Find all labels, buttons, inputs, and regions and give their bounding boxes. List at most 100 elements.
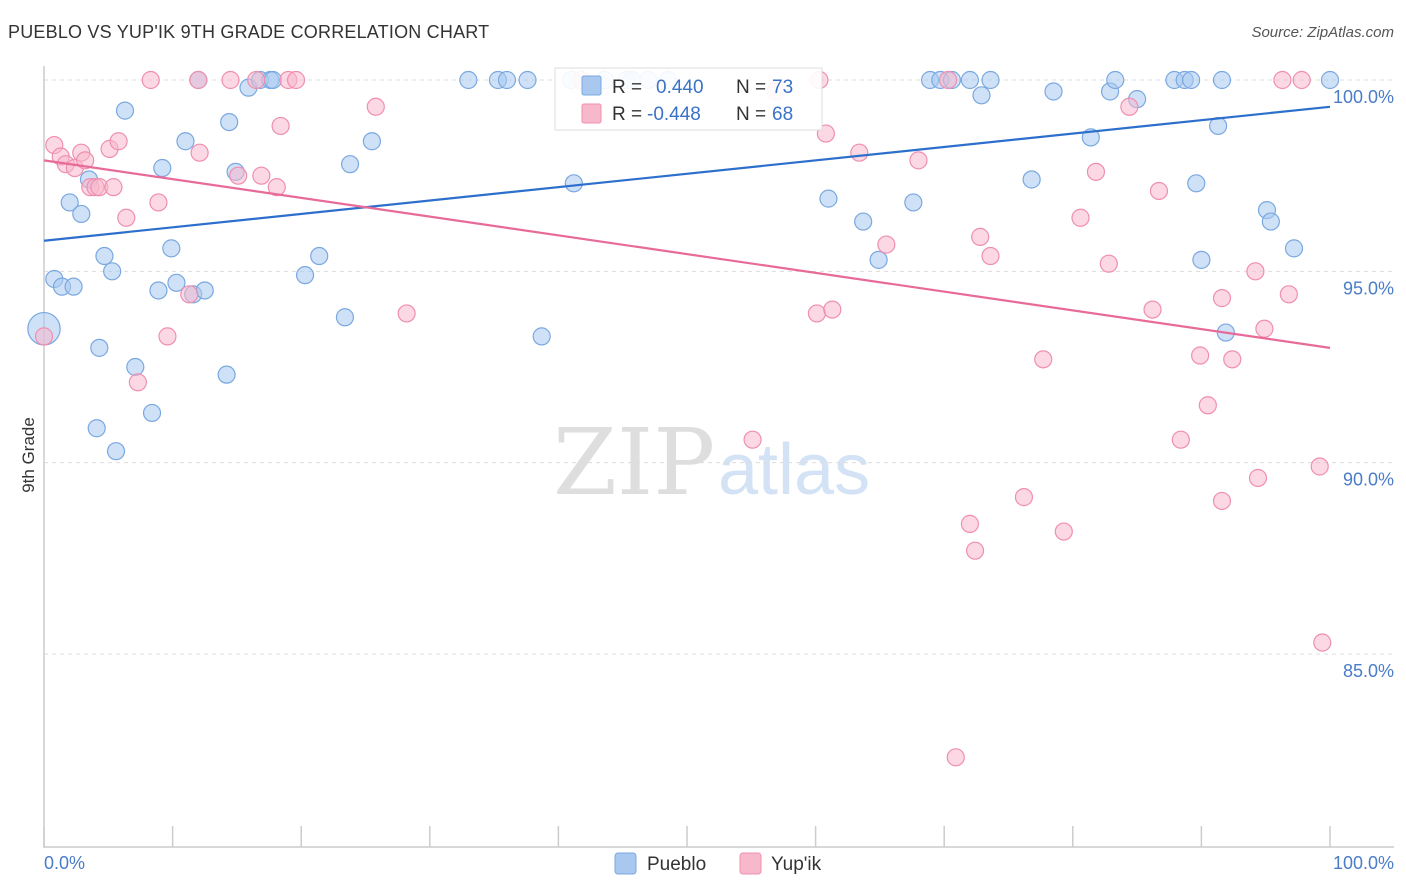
series-legend-label-pueblo: Pueblo (647, 854, 706, 875)
yupik-point (286, 70, 306, 90)
pueblo-point (90, 338, 109, 357)
pueblo-point (904, 193, 923, 212)
yupik-point (229, 166, 248, 185)
x-tick-label-right: 100.0% (1333, 853, 1394, 873)
yupik-point (1223, 350, 1242, 369)
yupik-point (247, 70, 266, 90)
pueblo-point (518, 70, 537, 90)
yupik-point (76, 151, 95, 170)
watermark-atlas: atlas (718, 430, 870, 510)
yupik-point (189, 70, 208, 90)
yupik-point (850, 143, 869, 162)
pueblo-point (310, 246, 329, 266)
yupik-point (128, 373, 147, 392)
pueblo-point (1187, 174, 1206, 193)
pueblo-point (1182, 70, 1201, 90)
pueblo-point (459, 70, 478, 90)
yupik-point (1034, 350, 1053, 369)
yupik-point (1310, 457, 1329, 476)
pueblo-point (126, 357, 145, 377)
yupik-point (117, 208, 136, 227)
pueblo-point (335, 308, 355, 327)
pueblo-point (362, 132, 382, 151)
yupik-point (252, 166, 271, 185)
legend-n-label-yupik: N = (736, 104, 766, 125)
pueblo-point (72, 204, 91, 224)
yupik-point (1198, 396, 1217, 415)
yupik-point (965, 541, 985, 560)
legend-r-value-pueblo: 0.440 (656, 77, 704, 98)
y-tick-labels: 100.0% 95.0% 90.0% 85.0% (1333, 87, 1394, 681)
yupik-point (271, 116, 290, 136)
pueblo-point (103, 262, 122, 281)
pueblo-point (1212, 70, 1232, 90)
yupik-point (1014, 488, 1034, 507)
yupik-point (109, 132, 128, 151)
legend-r-label-yupik: R = (612, 104, 642, 125)
pueblo-point (1284, 239, 1304, 258)
pueblo-point (95, 246, 114, 266)
yupik-point (149, 193, 168, 212)
pueblo-point (1022, 170, 1041, 189)
axes (43, 66, 1394, 848)
yupik-point (1149, 181, 1169, 201)
series-legend-swatch-pueblo (614, 852, 637, 875)
yupik-point (981, 246, 1000, 266)
legend-n-value-yupik: 68 (772, 104, 793, 125)
yupik-point (1143, 300, 1162, 319)
x-tick-label-left: 0.0% (44, 853, 85, 873)
yupik-point (909, 151, 928, 170)
legend-swatch-pueblo (581, 75, 602, 96)
yupik-point (397, 304, 416, 323)
series-legend-label-yupik: Yup'ik (771, 854, 822, 875)
pueblo-point (176, 132, 195, 151)
pueblo-point (340, 155, 360, 174)
pueblo-point (167, 273, 186, 292)
yupik-point (267, 178, 286, 197)
yupik-point (1191, 346, 1210, 365)
yupik-point (743, 430, 762, 449)
pueblo-point (1044, 82, 1063, 101)
pueblo-point (220, 112, 239, 132)
y-axis-label: 9th Grade (19, 417, 38, 493)
legend-r-value-yupik: -0.448 (647, 104, 701, 125)
pueblo-point (1106, 70, 1125, 90)
pueblo-point (1192, 250, 1211, 269)
yupik-point (1292, 70, 1311, 90)
gridlines (44, 79, 1394, 655)
pueblo-point (1320, 70, 1340, 90)
yupik-point (1212, 289, 1232, 308)
trend-lines (43, 105, 1331, 349)
yupik-point (104, 178, 123, 197)
yupik-point (180, 285, 199, 304)
yupik-point (158, 327, 177, 346)
yupik-point (1246, 262, 1265, 281)
legend-n-label-pueblo: N = (736, 77, 766, 98)
yupik-point (960, 514, 980, 533)
yupik-point (1086, 162, 1106, 181)
yupik-point (1212, 491, 1232, 511)
yupik-point (1099, 254, 1118, 273)
pueblo-point (532, 327, 551, 346)
yupik-point (971, 227, 990, 246)
pueblo-point (1261, 212, 1280, 231)
yupik-point (1255, 319, 1274, 338)
series-legend: Pueblo Yup'ik (614, 852, 822, 875)
pueblo-point (149, 281, 168, 300)
yupik-point (807, 304, 826, 323)
yupik-point (141, 70, 160, 90)
series-legend-swatch-yupik (739, 852, 762, 875)
yupik-point (1248, 468, 1268, 488)
yupik-point (1279, 285, 1298, 304)
pueblo-point (142, 403, 162, 423)
yupik-point (1054, 522, 1073, 541)
pueblo-point (819, 189, 838, 208)
pueblo-point (869, 250, 888, 269)
pueblo-point (87, 419, 106, 438)
pueblo-point (972, 86, 991, 105)
source-credit: Source: ZipAtlas.com (1251, 24, 1394, 41)
yupik-point (221, 70, 240, 90)
yupik-point (877, 235, 896, 254)
y-tick-label: 85.0% (1343, 661, 1394, 681)
pueblo-point (981, 70, 1000, 90)
